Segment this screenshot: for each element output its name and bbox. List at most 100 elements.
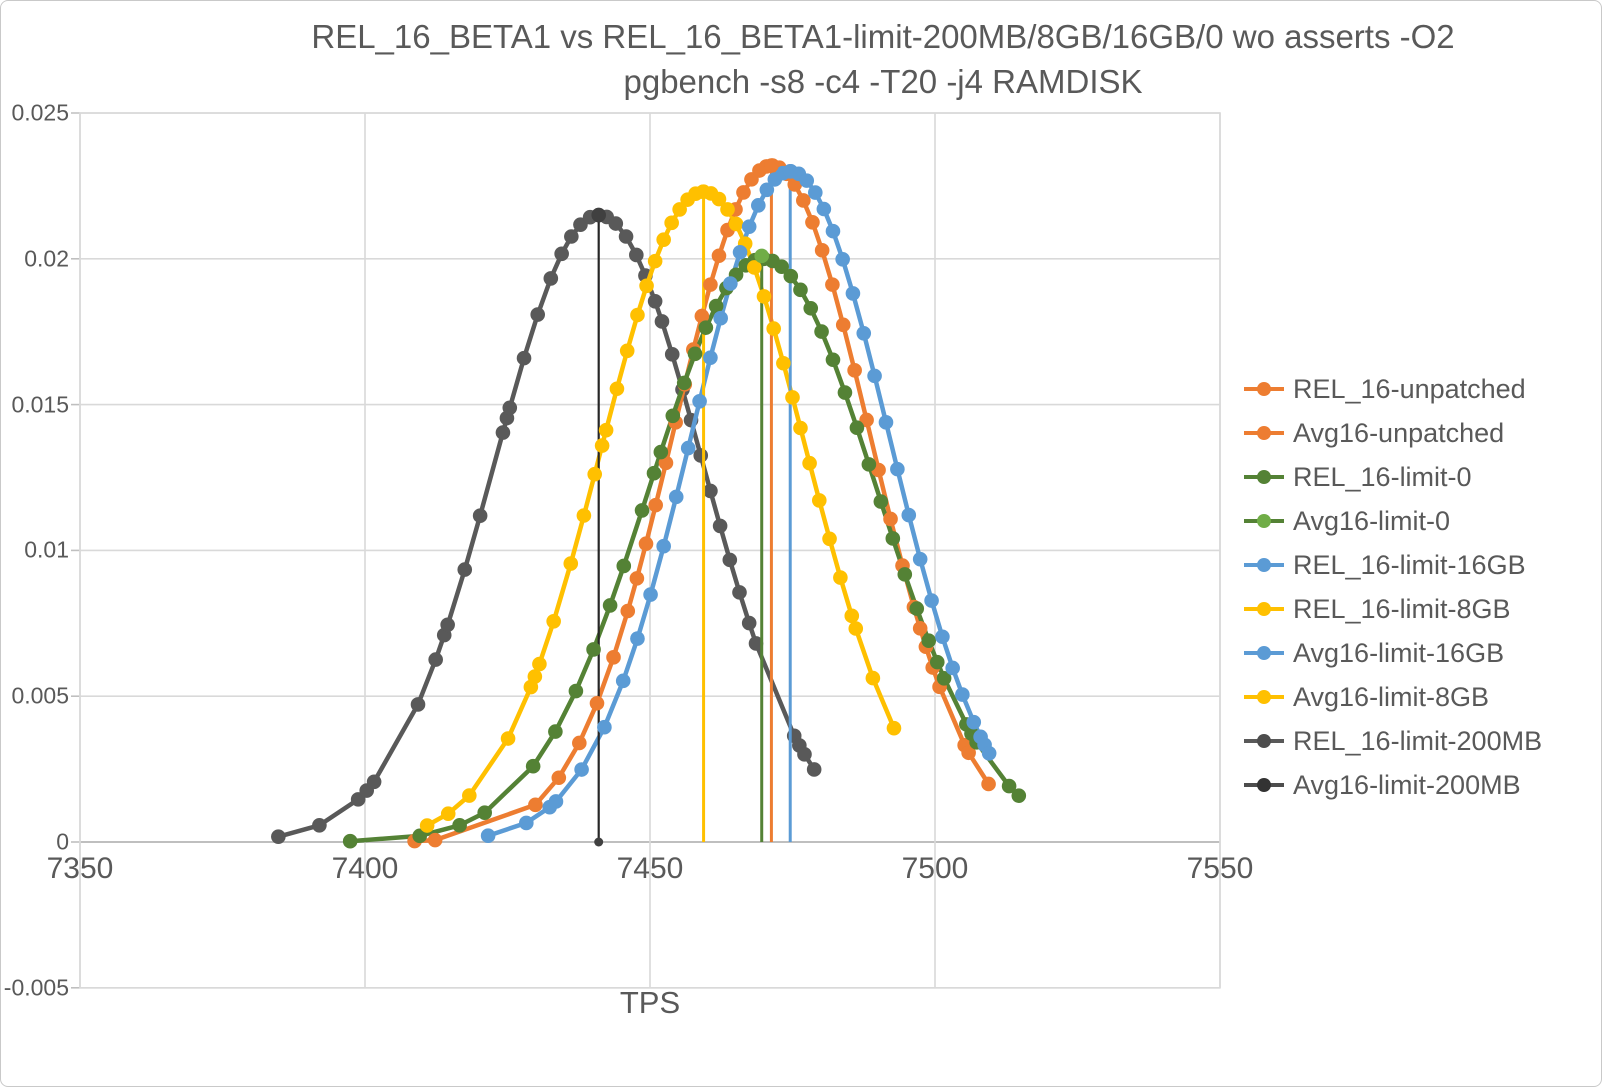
series-marker-REL_16-limit-16GB [845,286,861,301]
series-marker-REL_16-limit-8GB [785,390,800,405]
series-line-REL_16-unpatched [412,163,991,844]
series-marker-REL_16-unpatched [694,308,710,324]
y-tick-label: 0.005 [11,682,69,709]
y-tick-label: 0.01 [24,536,69,563]
series-marker-REL_16-limit-8GB [639,278,654,294]
series-marker-REL_16-unpatched [847,363,862,378]
series-marker-REL_16-limit-8GB [776,355,791,371]
series-marker-REL_16-limit-200MB [516,350,532,366]
series-marker-REL_16-limit-0 [929,654,945,670]
series-marker-REL_16-limit-8GB [609,381,625,397]
series-marker-REL_16-limit-0 [616,558,632,574]
legend-swatch-icon [1244,514,1284,528]
series-marker-REL_16-limit-16GB [480,828,496,843]
series-marker-REL_16-limit-8GB [747,260,762,275]
x-tick-label: 7400 [331,852,399,885]
legend-label: Avg16-limit-16GB [1293,637,1505,668]
series-marker-REL_16-limit-0 [525,758,541,774]
series-marker-REL_16-limit-0 [412,828,428,844]
series-marker-REL_16-limit-0 [665,408,681,424]
y-tick-label: 0.015 [11,391,69,418]
series-marker-REL_16-limit-200MB [312,817,327,833]
series-marker-REL_16-limit-0 [477,805,493,821]
series-marker-REL_16-limit-8GB [656,232,671,247]
series-marker-REL_16-limit-0 [909,601,925,616]
series-marker-REL_16-limit-16GB [643,587,658,602]
legend-item: Avg16-limit-200MB [1244,763,1542,807]
series-marker-REL_16-limit-8GB [822,531,837,547]
series-marker-REL_16-limit-16GB [692,393,707,409]
series-marker-REL_16-limit-0 [568,683,584,699]
series-marker-REL_16-limit-0 [837,385,853,400]
series-marker-REL_16-limit-200MB [654,314,670,329]
legend-swatch-icon [1244,382,1284,396]
series-marker-REL_16-limit-0 [602,598,618,613]
series-marker-REL_16-unpatched [736,185,751,200]
legend-swatch-icon [1244,426,1284,440]
series-marker-REL_16-unpatched [835,317,851,333]
series-marker-REL_16-limit-8GB [532,656,547,672]
series-marker-REL_16-limit-200MB [472,508,488,524]
series-marker-REL_16-limit-200MB [457,562,473,577]
series-marker-REL_16-limit-200MB [410,697,426,712]
series-marker-REL_16-limit-0 [1011,788,1027,803]
series-marker-REL_16-unpatched [859,412,874,428]
series-marker-REL_16-limit-16GB [680,440,696,456]
series-marker-REL_16-limit-16GB [723,276,738,291]
series-marker-REL_16-unpatched [825,277,840,292]
legend-label: REL_16-limit-8GB [1293,593,1511,624]
series-marker-REL_16-limit-16GB [901,507,917,523]
series-marker-REL_16-limit-16GB [597,719,612,735]
x-tick-label: 7350 [46,852,114,885]
x-tick-label: 7450 [616,852,684,885]
series-marker-REL_16-limit-0 [687,346,703,362]
series-marker-REL_16-limit-8GB [833,570,848,585]
series-marker-REL_16-limit-8GB [848,621,864,636]
series-marker-REL_16-limit-8GB [886,720,902,736]
y-tick-label: -0.005 [3,974,69,1001]
series-marker-REL_16-limit-200MB [712,518,728,534]
legend-label: Avg16-limit-200MB [1293,769,1521,800]
series-marker-REL_16-unpatched [796,193,811,208]
series-marker-REL_16-limit-0 [814,324,829,339]
series-marker-REL_16-limit-200MB [428,652,443,667]
series-marker-REL_16-limit-8GB [619,343,635,359]
series-marker-REL_16-limit-8GB [720,202,735,217]
y-tick-label: 0.025 [11,99,69,126]
legend-item: Avg16-limit-8GB [1244,675,1542,719]
legend-item: REL_16-limit-8GB [1244,587,1542,631]
series-marker-REL_16-limit-16GB [519,815,534,831]
legend-label: Avg16-limit-0 [1293,505,1451,536]
series-marker-REL_16-limit-200MB [564,229,579,244]
x-tick-label: 7500 [901,852,969,885]
series-marker-REL_16-limit-0 [646,465,662,481]
legend-item: REL_16-limit-200MB [1244,719,1542,763]
series-marker-REL_16-limit-200MB [608,216,624,231]
legend-swatch-icon [1244,690,1284,704]
legend-swatch-icon [1244,470,1284,484]
series-marker-REL_16-limit-16GB [548,794,564,809]
series-marker-REL_16-unpatched [961,745,976,761]
chart-title-block: REL_16_BETA1 vs REL_16_BETA1-limit-200MB… [163,15,1601,104]
series-marker-REL_16-unpatched [648,497,663,513]
series-marker-REL_16-limit-0 [774,259,789,275]
series-marker-REL_16-limit-16GB [935,629,950,645]
x-tick-label: 7550 [1186,852,1254,885]
chart-title: REL_16_BETA1 vs REL_16_BETA1-limit-200MB… [311,18,1455,55]
series-marker-REL_16-limit-16GB [656,538,671,554]
series-marker-REL_16-limit-8GB [440,806,456,822]
series-marker-REL_16-limit-0 [825,352,841,368]
series-marker-REL_16-limit-8GB [766,321,781,336]
series-marker-REL_16-unpatched [805,215,820,230]
series-marker-REL_16-limit-8GB [728,216,744,232]
series-marker-REL_16-limit-16GB [751,198,766,213]
legend-swatch-icon [1244,646,1284,660]
series-marker-REL_16-limit-0 [452,818,467,833]
series-marker-REL_16-limit-200MB [748,636,764,651]
series-marker-REL_16-limit-16GB [825,223,841,239]
series-marker-REL_16-limit-8GB [756,289,772,304]
legend: REL_16-unpatched Avg16-unpatched REL_16-li… [1244,367,1542,807]
series-marker-REL_16-limit-8GB [865,670,881,686]
y-tick-label: 0 [56,828,69,855]
